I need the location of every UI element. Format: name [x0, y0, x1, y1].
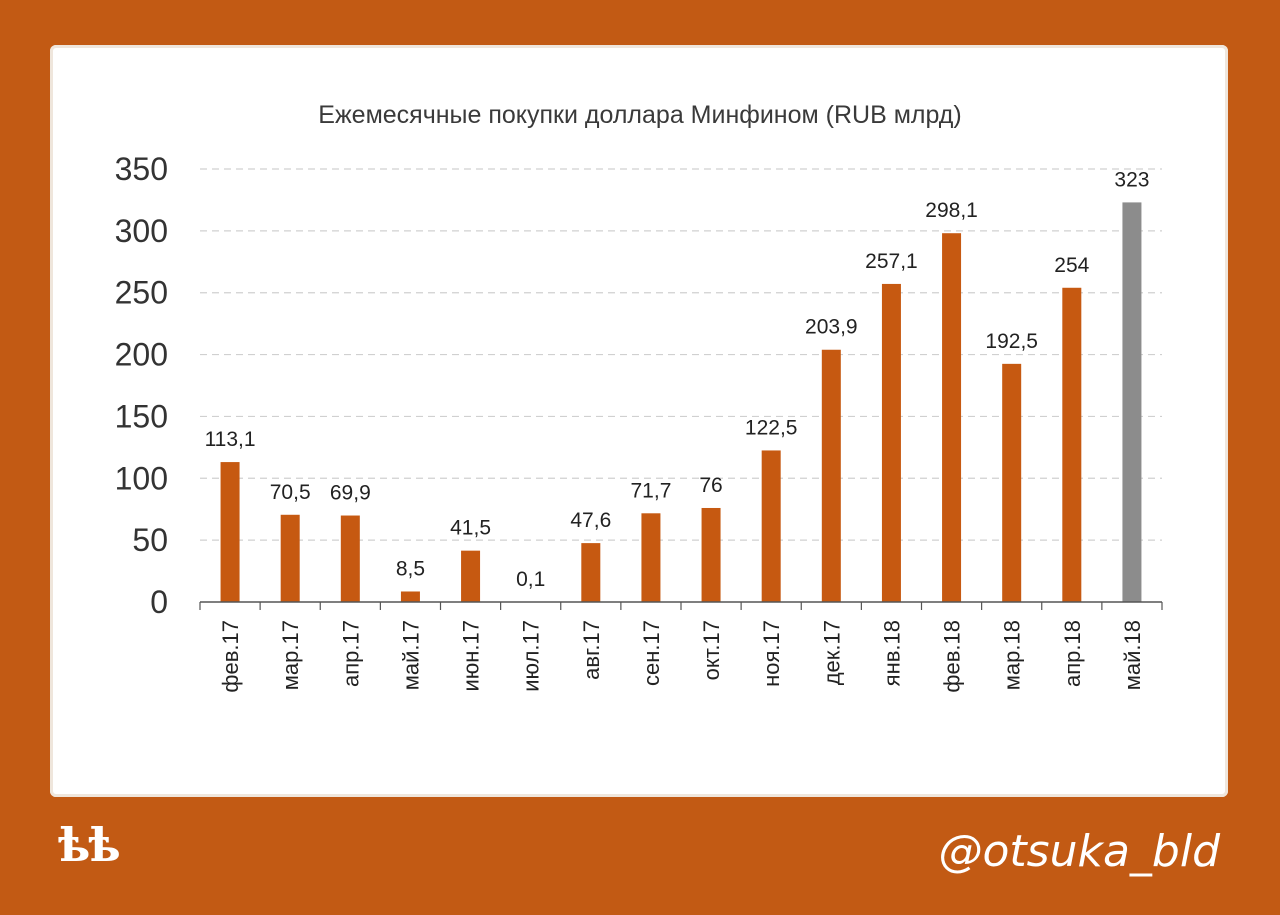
x-tick-label: окт.17 [699, 620, 724, 680]
y-tick-label: 0 [150, 584, 168, 620]
x-tick-label: апр.17 [338, 620, 363, 687]
x-tick-label: май.17 [398, 620, 423, 690]
data-label: 254 [1054, 254, 1089, 277]
x-tick-label: сен.17 [639, 620, 664, 686]
bar [881, 283, 901, 602]
bar [701, 507, 721, 602]
y-tick-label: 200 [115, 337, 168, 373]
y-tick-label: 100 [115, 460, 168, 496]
x-tick-label: авг.17 [579, 620, 604, 680]
data-label: 257,1 [865, 250, 918, 273]
data-label: 323 [1114, 168, 1149, 191]
data-label: 192,5 [985, 330, 1038, 353]
x-tick-label: мар.17 [278, 620, 303, 690]
y-tick-label: 300 [115, 213, 168, 249]
bar [340, 515, 360, 602]
x-tick-label: янв.18 [879, 620, 904, 686]
chart-card: Ежемесячные покупки доллара Минфином (RU… [50, 45, 1228, 797]
x-tick-label: июл.17 [519, 620, 544, 692]
data-label: 113,1 [205, 428, 256, 451]
data-label: 122,5 [745, 416, 798, 439]
data-label: 298,1 [925, 199, 978, 222]
x-tick-label: дек.17 [819, 620, 844, 685]
author-handle: @otsuka_bld [938, 826, 1220, 877]
bar [1062, 287, 1082, 602]
y-axis-ticks: 0 50 100 150 200 250 300 350 [115, 151, 168, 620]
data-labels: 113,1 70,5 69,9 8,5 41,5 0,1 47,6 71,7 76 122,5 20… [205, 168, 1150, 590]
logo: ѣѣ [58, 818, 121, 872]
bars [220, 202, 1142, 603]
bar [220, 462, 240, 602]
bar [280, 514, 300, 602]
x-axis-ticks: фев.17 мар.17 апр.17 май.17 июн.17 июл.17 авг.… [199, 602, 1163, 693]
y-tick-label: 350 [115, 151, 168, 187]
bar [761, 450, 781, 602]
x-tick-label: мар.18 [1000, 620, 1025, 690]
data-label: 41,5 [450, 517, 491, 540]
bar [461, 550, 481, 602]
data-label: 76 [699, 474, 722, 497]
bar [821, 349, 841, 602]
y-tick-label: 250 [115, 275, 168, 311]
bar [641, 513, 661, 602]
bar [581, 543, 601, 602]
data-label: 70,5 [270, 481, 311, 504]
data-label: 69,9 [330, 482, 371, 505]
data-label: 203,9 [805, 316, 858, 339]
x-tick-label: фев.18 [940, 620, 965, 693]
bar [1002, 363, 1022, 602]
x-tick-label: июн.17 [459, 620, 484, 692]
data-label: 47,6 [570, 509, 611, 532]
bar [942, 233, 962, 603]
bar [1122, 202, 1142, 602]
bar [400, 591, 420, 602]
y-tick-label: 150 [115, 398, 168, 434]
x-tick-label: май.18 [1120, 620, 1145, 690]
data-label: 8,5 [396, 557, 425, 580]
x-tick-label: ноя.17 [759, 620, 784, 687]
bar-chart: Ежемесячные покупки доллара Минфином (RU… [115, 101, 1163, 693]
x-tick-label: апр.18 [1060, 620, 1085, 687]
data-label: 71,7 [631, 479, 672, 502]
chart-title: Ежемесячные покупки доллара Минфином (RU… [318, 101, 961, 129]
y-tick-label: 50 [132, 522, 168, 558]
data-label: 0,1 [516, 568, 545, 591]
x-tick-label: фев.17 [218, 620, 243, 693]
grid-lines [200, 168, 1162, 541]
